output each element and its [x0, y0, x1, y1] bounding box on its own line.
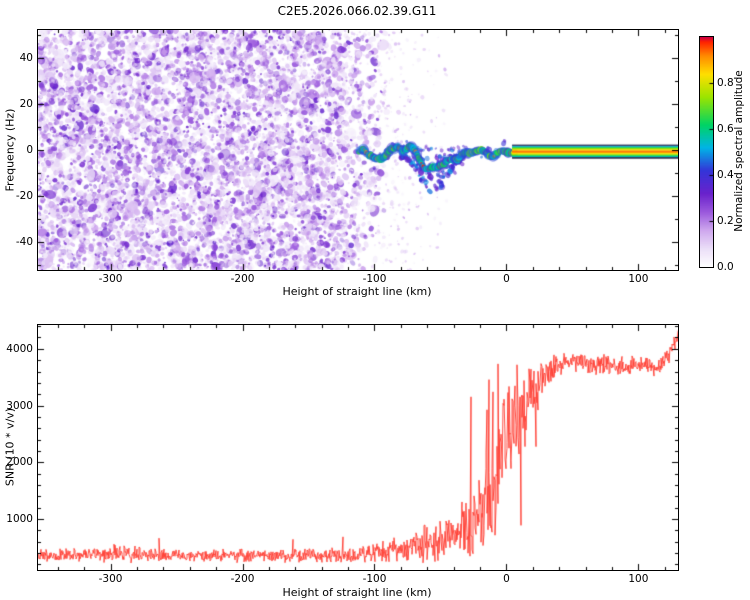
- top-xaxis-label: Height of straight line (km): [282, 285, 432, 298]
- tick-label: -100: [362, 273, 387, 285]
- tick-label: -100: [362, 573, 387, 585]
- snr-plot: [38, 325, 678, 570]
- spectrogram-plot: [38, 30, 678, 270]
- tick-label: 100: [628, 573, 649, 585]
- colorbar-gradient: [700, 37, 713, 267]
- tick-label: 0: [503, 573, 510, 585]
- tick-label: -300: [98, 273, 123, 285]
- tick-label: -20: [15, 190, 33, 203]
- snr-panel: [37, 324, 679, 571]
- tick-label: -300: [98, 573, 123, 585]
- tick-label: 0.4: [717, 169, 734, 181]
- tick-label: 0.8: [717, 77, 734, 89]
- tick-label: 1000: [6, 512, 33, 525]
- colorbar-label: Normalized spectral amplitude: [733, 70, 745, 232]
- tick-label: 2000: [6, 456, 33, 469]
- bottom-yaxis-label: SNR (10 * v/v): [3, 407, 17, 487]
- tick-label: -40: [15, 236, 33, 249]
- tick-label: 0.6: [717, 123, 734, 135]
- tick-label: 3000: [6, 399, 33, 412]
- tick-label: 40: [19, 51, 33, 64]
- tick-label: 0.2: [717, 215, 734, 227]
- tick-label: 20: [19, 97, 33, 110]
- tick-label: 0: [26, 144, 33, 156]
- chart-title: C2E5.2026.066.02.39.G11: [277, 4, 437, 18]
- tick-label: 0.0: [717, 261, 734, 273]
- tick-label: -200: [230, 573, 255, 585]
- colorbar-panel: [699, 36, 714, 268]
- tick-label: 100: [628, 273, 649, 285]
- bottom-xaxis-label: Height of straight line (km): [282, 586, 432, 599]
- tick-label: 4000: [6, 342, 33, 355]
- tick-label: -200: [230, 273, 255, 285]
- tick-label: 0: [503, 273, 510, 285]
- spectrogram-panel: [37, 29, 679, 271]
